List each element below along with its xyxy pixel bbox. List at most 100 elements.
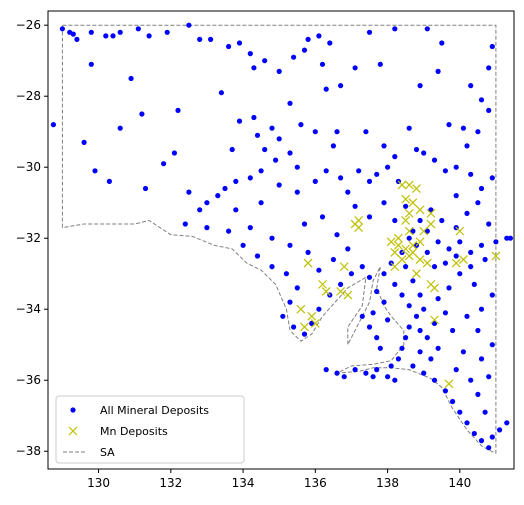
deposit-point — [236, 40, 243, 46]
deposit-point — [218, 90, 224, 96]
mn-deposit-point — [444, 379, 454, 389]
deposit-point — [298, 122, 304, 128]
mn-deposit-point — [343, 290, 353, 300]
deposit-point — [392, 26, 398, 32]
deposit-point — [439, 217, 445, 224]
deposit-point — [468, 171, 474, 177]
deposit-point — [460, 125, 466, 131]
deposit-point — [247, 225, 253, 231]
mn-deposit-point — [390, 262, 400, 272]
deposit-point — [338, 175, 344, 181]
deposit-point — [366, 274, 373, 280]
mn-deposit-point — [401, 244, 411, 254]
sa-boundary-layer — [61, 24, 497, 454]
legend-marker-all-deposits — [70, 407, 76, 413]
deposit-point — [399, 292, 405, 298]
deposit-point — [273, 157, 279, 163]
deposit-point — [334, 129, 340, 135]
deposit-point — [204, 200, 210, 206]
mn-deposit-point — [300, 322, 309, 332]
deposit-point — [182, 221, 188, 227]
deposit-point — [258, 168, 264, 174]
mn-deposit-point — [397, 255, 407, 264]
deposit-point — [489, 175, 495, 181]
x-tick-label: 134 — [232, 476, 255, 490]
deposit-point — [468, 264, 474, 270]
deposit-point — [345, 189, 351, 195]
deposit-point — [453, 367, 459, 373]
deposit-point — [70, 31, 76, 37]
deposit-point — [385, 317, 391, 323]
mn-deposit-point — [354, 223, 364, 232]
deposit-point — [439, 40, 445, 46]
deposit-point — [330, 256, 336, 263]
deposit-point — [489, 43, 495, 50]
deposit-point — [370, 310, 376, 316]
deposit-point — [410, 363, 416, 369]
deposit-point — [287, 242, 293, 248]
deposit-point — [323, 367, 329, 373]
deposit-point — [229, 146, 235, 153]
deposit-point — [504, 420, 510, 426]
deposit-point — [316, 33, 322, 39]
mn-deposit-point — [412, 184, 421, 193]
deposit-point — [330, 143, 336, 149]
deposit-point — [204, 225, 210, 231]
deposit-point — [280, 313, 286, 319]
deposit-point — [475, 327, 481, 334]
deposit-point — [450, 327, 456, 334]
y-tick-label: −38 — [16, 444, 41, 458]
deposit-point — [240, 242, 246, 248]
deposit-point — [287, 299, 293, 305]
deposit-point — [471, 430, 477, 437]
deposit-point — [486, 107, 492, 113]
deposit-point — [428, 207, 434, 213]
deposit-point — [457, 409, 463, 415]
deposit-point — [406, 324, 412, 330]
deposit-point — [262, 58, 268, 64]
legend-marker-mn-deposits — [68, 426, 78, 436]
deposit-point — [374, 171, 380, 177]
deposit-point — [446, 246, 452, 252]
deposit-point — [161, 161, 167, 167]
deposit-point — [334, 232, 340, 238]
deposit-point — [424, 249, 430, 255]
deposit-point — [341, 374, 347, 380]
deposit-point — [377, 345, 383, 351]
deposit-point — [370, 374, 376, 380]
deposit-point — [403, 203, 409, 209]
deposit-point — [478, 97, 485, 103]
deposit-point — [269, 235, 275, 241]
deposit-point — [352, 367, 358, 373]
deposit-point — [399, 345, 405, 351]
mn-deposit-point — [430, 315, 439, 325]
deposit-point — [431, 157, 438, 163]
deposit-point — [226, 43, 232, 50]
deposit-point — [486, 445, 492, 451]
mn-deposit-point — [397, 180, 407, 190]
deposit-point — [254, 132, 261, 138]
deposit-point — [413, 146, 420, 153]
legend-label-all-deposits: All Mineral Deposits — [100, 404, 209, 417]
deposit-point — [424, 26, 430, 32]
mn-deposit-point — [307, 311, 317, 321]
deposit-point — [312, 129, 318, 135]
deposit-point — [301, 221, 308, 227]
deposit-point — [301, 331, 308, 337]
deposit-point — [254, 253, 261, 259]
deposit-point — [417, 217, 423, 224]
mn-deposit-point — [426, 208, 436, 218]
x-axis: 130 132 134 136 138 140 — [87, 469, 471, 490]
y-tick-label: −34 — [16, 302, 41, 316]
deposit-point — [457, 239, 463, 245]
deposit-point — [374, 288, 380, 295]
deposit-point — [251, 65, 257, 71]
mn-deposit-point — [390, 248, 400, 257]
deposit-point — [489, 292, 495, 298]
deposit-point — [323, 86, 329, 92]
deposit-point — [366, 214, 373, 220]
y-tick-label: −28 — [16, 89, 41, 103]
deposit-point — [269, 264, 275, 270]
deposit-point — [435, 345, 441, 351]
deposit-point — [504, 235, 510, 241]
